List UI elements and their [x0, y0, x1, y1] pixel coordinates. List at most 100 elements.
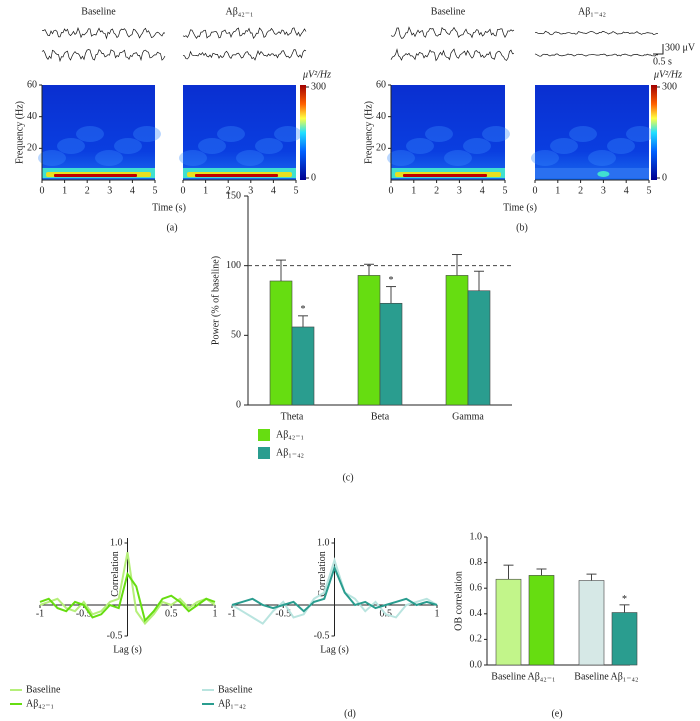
colorbar-tick-label: 300	[662, 81, 677, 92]
panel-label: (a)	[166, 222, 177, 233]
y-tick-label: 20	[27, 143, 37, 154]
spectrogram	[183, 85, 296, 180]
correlation-line	[39, 571, 216, 623]
x-tick-label: Aβ₄₂₋₁	[527, 671, 555, 682]
x-tick-label: 1	[555, 185, 560, 196]
x-axis-label: Time (s)	[503, 202, 537, 213]
spectrogram-blob	[607, 138, 635, 154]
spectrogram-blob	[444, 150, 472, 166]
spectrogram-blob	[626, 126, 654, 142]
x-tick-label: 2	[434, 185, 439, 196]
x-tick-label: 1	[411, 185, 416, 196]
y-axis-label: Power (% of baseline)	[210, 256, 221, 345]
spectrogram-band	[54, 174, 137, 177]
x-tick-label: Baseline	[491, 671, 526, 682]
bar	[291, 326, 315, 406]
correlation-line	[231, 557, 438, 625]
y-tick-label: 0.0	[470, 659, 483, 670]
x-tick-label: 2	[85, 185, 90, 196]
x-tick-label: Beta	[371, 411, 390, 422]
y-tick-label: 100	[226, 260, 241, 271]
spectrogram-band	[535, 168, 649, 178]
x-tick-label: Gamma	[452, 411, 484, 422]
legend-label: Aβ₄₂₋₁	[276, 429, 304, 440]
bar	[357, 275, 381, 406]
x-tick-label: 1	[203, 185, 208, 196]
y-axis-label: Correlation	[110, 551, 121, 597]
y-tick-label: 60	[27, 79, 37, 90]
y-tick-label: 50	[231, 330, 241, 341]
spectrogram-blob	[387, 150, 415, 166]
spectrogram-blob	[236, 150, 264, 166]
bar	[445, 275, 469, 406]
y-tick-label: 1.0	[110, 537, 123, 548]
x-tick-label: 4	[624, 185, 629, 196]
x-tick-label: 3	[248, 185, 253, 196]
trace-title: Aβ₄₂₋₁	[225, 6, 253, 17]
y-tick-label: 40	[376, 111, 386, 122]
y-tick-label: 40	[27, 111, 37, 122]
x-tick-label: 5	[503, 185, 508, 196]
bar	[528, 575, 555, 666]
x-tick-label: 1	[62, 185, 67, 196]
y-tick-label: 1.0	[317, 537, 330, 548]
y-axis-label: OB correlation	[453, 571, 464, 631]
panel-label: (b)	[516, 222, 528, 233]
x-axis-label: Lag (s)	[113, 644, 142, 655]
x-tick-label: 0	[181, 185, 186, 196]
x-axis-label: Time (s)	[152, 202, 186, 213]
bar	[578, 580, 605, 666]
x-tick-label: 3	[107, 185, 112, 196]
spectrogram	[535, 85, 649, 180]
colorbar-tick-label: 0	[311, 172, 316, 183]
y-tick-label: 0.2	[470, 634, 483, 645]
bar	[467, 290, 491, 406]
colorbar	[300, 85, 306, 180]
x-tick-label: 0	[533, 185, 538, 196]
legend-label: Baseline	[26, 684, 61, 695]
scale-bar-label: 300 μV	[665, 42, 696, 53]
y-tick-label: 150	[226, 190, 241, 201]
spectrogram-blob	[597, 171, 610, 177]
spectrogram-blob	[531, 150, 559, 166]
spectrogram-blob	[217, 126, 245, 142]
x-tick-label: -1	[228, 608, 236, 619]
y-tick-label: 20	[376, 143, 386, 154]
significance-marker: *	[389, 275, 394, 286]
spectrogram-blob	[463, 138, 491, 154]
legend-label: Aβ₄₂₋₁	[26, 698, 54, 709]
x-tick-label: 2	[226, 185, 231, 196]
spectrogram-band	[403, 174, 487, 177]
x-tick-label: 0.5	[165, 608, 178, 619]
spectrogram-blob	[569, 126, 597, 142]
x-tick-label: 4	[480, 185, 485, 196]
x-tick-label: 1	[435, 608, 440, 619]
colorbar-label: μV²/Hz	[302, 69, 331, 80]
significance-marker: *	[301, 304, 306, 315]
y-axis-label: Frequency (Hz)	[14, 101, 25, 164]
bar	[611, 612, 638, 666]
x-tick-label: Baseline	[574, 671, 609, 682]
spectrogram-blob	[482, 126, 510, 142]
x-tick-label: 4	[271, 185, 276, 196]
colorbar	[651, 85, 657, 180]
eeg-trace	[534, 53, 659, 57]
y-tick-label: 60	[376, 79, 386, 90]
spectrogram-blob	[76, 126, 104, 142]
eeg-trace	[534, 30, 659, 36]
x-tick-label: 2	[578, 185, 583, 196]
x-tick-label: 5	[153, 185, 158, 196]
colorbar-tick-label: 0	[662, 172, 667, 183]
x-tick-label: 5	[294, 185, 299, 196]
x-tick-label: 1	[213, 608, 218, 619]
y-tick-label: 0	[236, 399, 241, 410]
x-tick-label: -0.5	[275, 608, 291, 619]
x-axis-label: Lag (s)	[320, 644, 349, 655]
x-tick-label: Theta	[281, 411, 304, 422]
spectrogram-blob	[38, 150, 66, 166]
scale-bar	[653, 44, 664, 55]
x-tick-label: -0.5	[76, 608, 92, 619]
y-tick-label: 0.4	[470, 608, 483, 619]
x-tick-label: Aβ₁₋₄₂	[610, 671, 638, 682]
bar	[379, 302, 403, 406]
